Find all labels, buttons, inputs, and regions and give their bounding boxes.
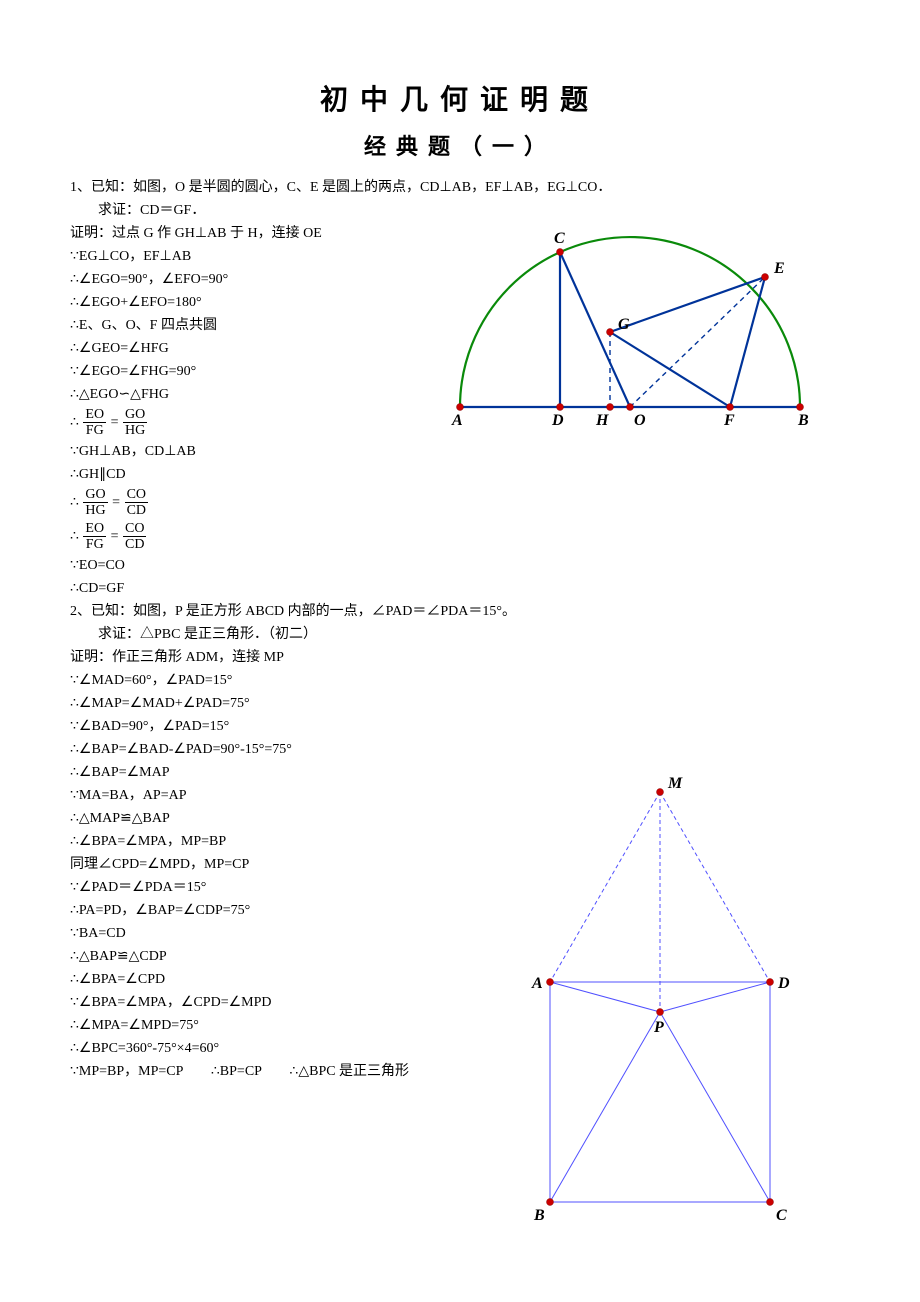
page-subtitle: 经典题（一）	[70, 130, 850, 163]
p1-s11: ∴CD=GF	[70, 578, 850, 599]
p2-s1: ∵∠MAD=60°，∠PAD=15°	[70, 670, 850, 691]
svg-text:O: O	[634, 412, 646, 429]
p1-s10: ∵EO=CO	[70, 555, 850, 576]
p1-s8: ∵GH⊥AB，CD⊥AB	[70, 441, 850, 462]
p2-s2: ∴∠MAP=∠MAD+∠PAD=75°	[70, 693, 850, 714]
p1-frac2: ∴ GOHG = COCD	[70, 487, 850, 519]
figure-1: A B O D F H C E G	[430, 217, 830, 432]
svg-text:G: G	[618, 316, 630, 333]
svg-text:C: C	[776, 1207, 787, 1224]
p2-q2: 求证：△PBC 是正三角形．（初二）	[70, 624, 850, 645]
svg-text:D: D	[777, 975, 790, 992]
p2-s0: 证明：作正三角形 ADM，连接 MP	[70, 647, 850, 668]
svg-text:A: A	[451, 412, 463, 429]
svg-text:B: B	[533, 1207, 545, 1224]
p1-frac3: ∴ EOFG = COCD	[70, 521, 850, 553]
p1-q1: 1、已知：如图，O 是半圆的圆心，C、E 是圆上的两点，CD⊥AB，EF⊥AB，…	[70, 177, 850, 198]
svg-text:D: D	[551, 412, 564, 429]
svg-text:P: P	[653, 1019, 664, 1036]
svg-text:B: B	[797, 412, 809, 429]
svg-text:A: A	[531, 975, 543, 992]
figure-2: A D B C P M	[520, 742, 810, 1242]
content-wrap: A B O D F H C E G A D B C P M 1、已知：如图，O …	[70, 177, 850, 1082]
p2-s3: ∵∠BAD=90°，∠PAD=15°	[70, 716, 850, 737]
p2-q1: 2、已知：如图，P 是正方形 ABCD 内部的一点，∠PAD＝∠PDA＝15°。	[70, 601, 850, 622]
svg-text:H: H	[595, 412, 609, 429]
svg-text:C: C	[554, 230, 565, 247]
page-title: 初中几何证明题	[70, 80, 850, 122]
p1-s9: ∴GH∥CD	[70, 464, 850, 485]
svg-text:F: F	[723, 412, 735, 429]
svg-text:M: M	[667, 775, 683, 792]
svg-text:E: E	[773, 260, 785, 277]
